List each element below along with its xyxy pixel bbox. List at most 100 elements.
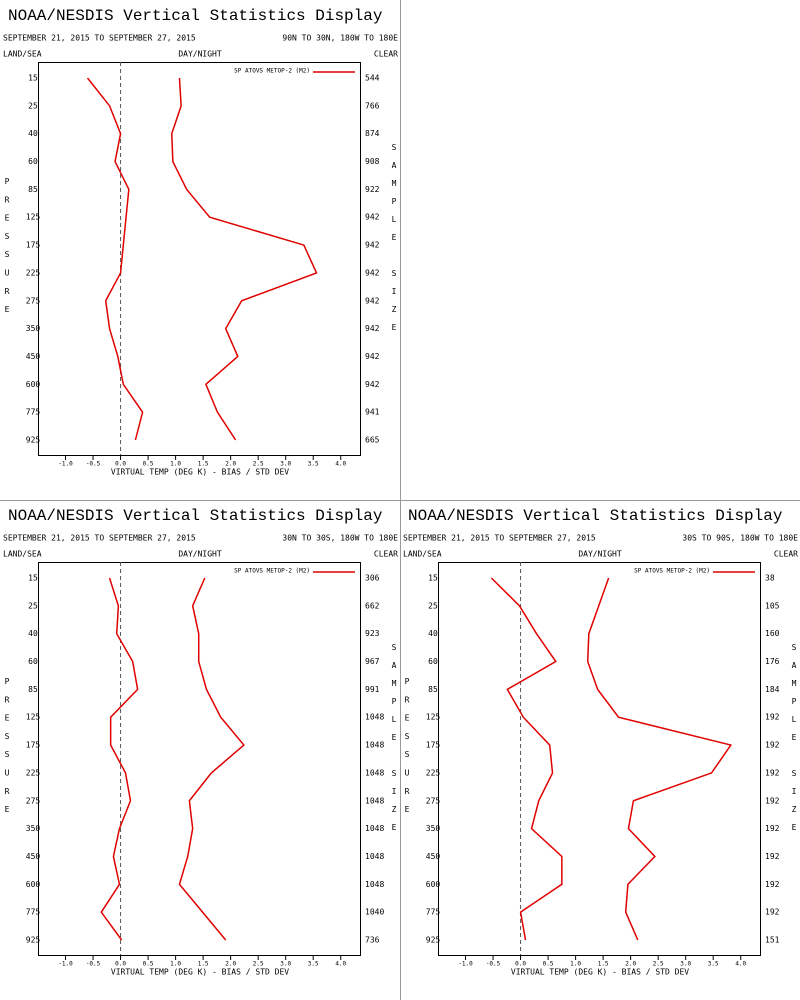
plot-frame xyxy=(38,562,361,956)
x-axis-label: VIRTUAL TEMP (DEG K) - BIAS / STD DEV xyxy=(111,968,289,977)
sample-size-label: 306 xyxy=(365,574,380,583)
clear-label: CLEAR xyxy=(774,550,798,559)
x-tick-label: 2.5 xyxy=(253,961,264,968)
y-tick-label: 275 xyxy=(26,796,41,805)
sample-size-label: 922 xyxy=(365,185,380,194)
profile-line xyxy=(586,577,733,941)
y-tick-label: 925 xyxy=(26,936,41,945)
profile-line xyxy=(170,77,318,441)
x-tick-label: 3.5 xyxy=(708,961,719,968)
sample-size-label: 176 xyxy=(765,657,780,666)
y-tick-label: 85 xyxy=(428,685,438,694)
y-tick-label: 60 xyxy=(428,657,438,666)
y-tick-label: 225 xyxy=(426,768,441,777)
clear-label: CLEAR xyxy=(374,50,398,59)
sample-size-label: 942 xyxy=(365,380,380,389)
x-tick-label: 3.0 xyxy=(280,461,291,468)
sample-size-label: 105 xyxy=(765,601,780,610)
sample-size-label: 908 xyxy=(365,157,380,166)
y-tick-label: 40 xyxy=(428,629,438,638)
y-tick-label: 450 xyxy=(26,352,41,361)
y-tick-label: 25 xyxy=(28,101,38,110)
x-tick-label: -1.0 xyxy=(58,961,73,968)
y-tick-label: 15 xyxy=(428,574,438,583)
day-night-label: DAY/NIGHT xyxy=(178,550,222,559)
y-tick-label: 175 xyxy=(26,741,41,750)
chart-title: NOAA/NESDIS Vertical Statistics Display xyxy=(408,507,783,525)
date-range: SEPTEMBER 21, 2015 TO SEPTEMBER 27, 2015 xyxy=(3,34,196,43)
sample-size-label: 1048 xyxy=(365,824,384,833)
sample-size-label: 1040 xyxy=(365,908,384,917)
x-tick-label: 4.0 xyxy=(335,461,346,468)
x-tick-label: -1.0 xyxy=(58,461,73,468)
y-tick-label: 175 xyxy=(426,741,441,750)
sample-size-label: 941 xyxy=(365,408,380,417)
region: 90N TO 30N, 180W TO 180E xyxy=(282,34,398,43)
chart-title: NOAA/NESDIS Vertical Statistics Display xyxy=(8,507,383,525)
sample-size-label: 942 xyxy=(365,324,380,333)
y-tick-label: 350 xyxy=(26,324,41,333)
y-tick-label: 450 xyxy=(426,852,441,861)
sample-size-label: 1048 xyxy=(365,768,384,777)
sample-size-label: 160 xyxy=(765,629,780,638)
sample-size-label: 184 xyxy=(765,685,780,694)
y-tick-label: 925 xyxy=(26,436,41,445)
y-tick-label: 450 xyxy=(26,852,41,861)
x-tick-label: 1.0 xyxy=(170,961,181,968)
profile-line xyxy=(86,77,144,441)
chart-panel: NOAA/NESDIS Vertical Statistics Display S… xyxy=(3,7,398,476)
x-tick-label: -0.5 xyxy=(486,961,501,968)
y-tick-label: 40 xyxy=(28,629,38,638)
x-tick-label: 2.0 xyxy=(225,461,236,468)
profile-line xyxy=(100,577,139,941)
x-axis-label: VIRTUAL TEMP (DEG K) - BIAS / STD DEV xyxy=(511,968,689,977)
sample-size-label: 942 xyxy=(365,241,380,250)
y-tick-label: 350 xyxy=(26,824,41,833)
x-tick-label: -1.0 xyxy=(458,961,473,968)
chart-panel: NOAA/NESDIS Vertical Statistics Display S… xyxy=(3,507,398,976)
sample-size-label: 942 xyxy=(365,296,380,305)
x-tick-label: 4.0 xyxy=(335,961,346,968)
land-sea-label: LAND/SEA xyxy=(403,550,442,559)
y-tick-label: 275 xyxy=(426,796,441,805)
sample-size-label: 1048 xyxy=(365,796,384,805)
y-tick-label: 25 xyxy=(28,601,38,610)
sample-size-label: 544 xyxy=(365,74,380,83)
sample-size-label: 942 xyxy=(365,352,380,361)
y-tick-label: 775 xyxy=(426,908,441,917)
y-tick-label: 125 xyxy=(26,713,41,722)
y-tick-label: 85 xyxy=(28,185,38,194)
x-tick-label: 2.0 xyxy=(625,961,636,968)
x-tick-label: 3.5 xyxy=(308,461,319,468)
x-tick-label: 1.5 xyxy=(598,961,609,968)
sample-size-label: 192 xyxy=(765,741,780,750)
x-tick-label: 1.5 xyxy=(198,961,209,968)
sample-size-label: 942 xyxy=(365,213,380,222)
y-tick-label: 60 xyxy=(28,657,38,666)
x-tick-label: 1.5 xyxy=(198,461,209,468)
sample-size-label: 923 xyxy=(365,629,380,638)
x-tick-label: 0.0 xyxy=(515,961,526,968)
y-tick-label: 775 xyxy=(26,908,41,917)
y-tick-label: 350 xyxy=(426,824,441,833)
x-tick-label: 2.5 xyxy=(653,961,664,968)
clear-label: CLEAR xyxy=(374,550,398,559)
plot-frame xyxy=(438,562,761,956)
y-tick-label: 60 xyxy=(28,157,38,166)
sample-size-label: 151 xyxy=(765,936,780,945)
y-tick-label: 600 xyxy=(26,880,41,889)
profile-line xyxy=(178,577,245,941)
y-tick-label: 25 xyxy=(428,601,438,610)
sample-size-label: 662 xyxy=(365,601,380,610)
y-tick-label: 175 xyxy=(26,241,41,250)
sample-size-label: 192 xyxy=(765,908,780,917)
x-tick-label: 0.5 xyxy=(143,961,154,968)
sample-size-label: 942 xyxy=(365,268,380,277)
y-tick-label: 15 xyxy=(28,74,38,83)
x-axis-label: VIRTUAL TEMP (DEG K) - BIAS / STD DEV xyxy=(111,468,289,477)
x-tick-label: -0.5 xyxy=(86,961,101,968)
sample-size-label: 192 xyxy=(765,796,780,805)
